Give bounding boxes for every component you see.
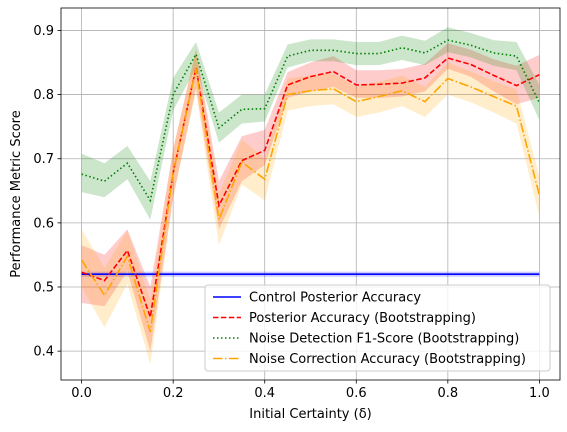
series-line-2 [81,39,541,203]
x-tick-label: 0.8 [437,386,458,401]
plot-frame [60,7,561,381]
legend-label: Posterior Accuracy (Bootstrapping) [249,311,476,326]
legend-label: Noise Correction Accuracy (Bootstrapping… [249,352,526,367]
x-tick-label: 0.0 [71,386,92,401]
axis-ticks: 0.0 0.2 0.4 0.6 0.8 1.0 0.4 0.5 0.6 0.7 0.8 0.9 [33,24,549,401]
y-tick-label: 0.5 [33,281,54,296]
y-tick-label: 0.7 [33,152,54,167]
x-axis-label: Initial Certainty (δ) [249,407,371,422]
legend: Control Posterior Accuracy Posterior Accu… [204,284,551,372]
x-tick-label: 1.0 [529,386,550,401]
y-axis-label: Performance Metric Score [9,110,24,277]
confidence-band-series-2 [81,27,540,220]
legend-label: Noise Detection F1-Score (Bootstrapping) [249,332,519,347]
series-lines [80,39,541,333]
x-tick-label: 0.6 [346,386,367,401]
x-tick-label: 0.4 [254,386,275,401]
y-tick-label: 0.9 [33,24,54,39]
y-tick-label: 0.8 [33,88,54,103]
x-tick-label: 0.2 [163,386,184,401]
confidence-band-series-1 [81,43,540,352]
y-tick-label: 0.6 [33,216,54,231]
legend-box [204,284,551,372]
y-tick-label: 0.4 [33,345,54,360]
legend-label: Control Posterior Accuracy [249,291,421,306]
